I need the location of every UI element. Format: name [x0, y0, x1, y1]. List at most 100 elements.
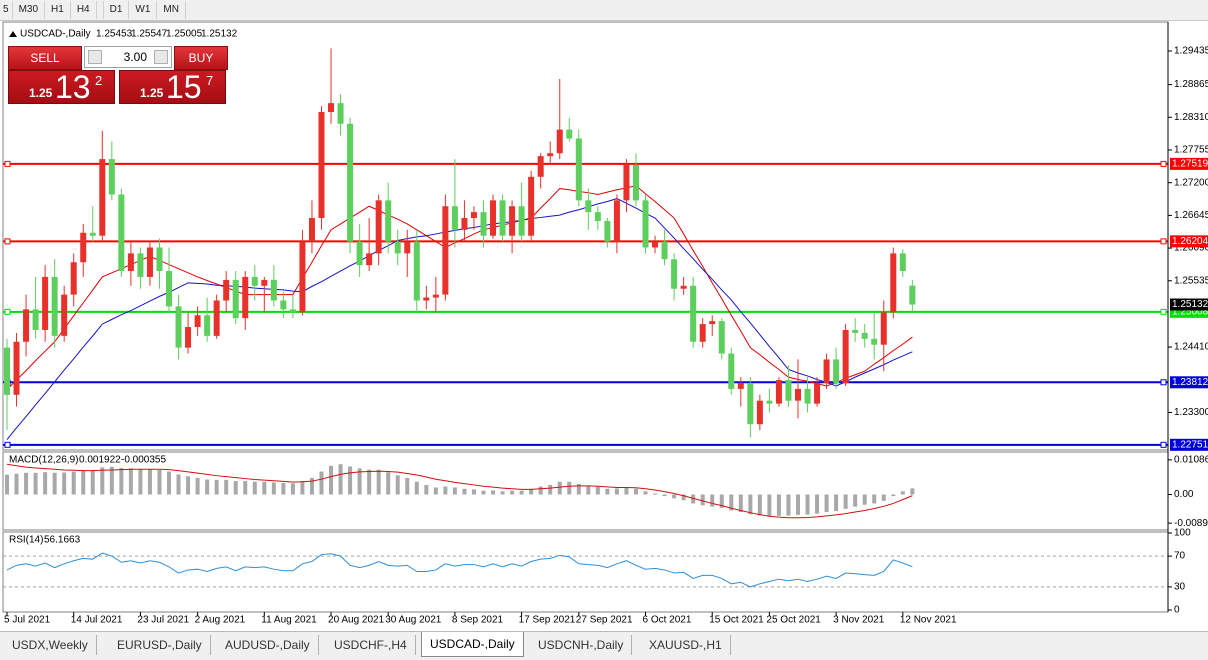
y-tick-label: 1.27200	[1174, 177, 1208, 188]
level-handle	[1160, 441, 1167, 448]
macd-bar	[862, 494, 867, 505]
candle-body	[909, 285, 916, 305]
candle-body	[51, 276, 58, 336]
chart-tab[interactable]: AUDUSD-,Daily	[217, 635, 319, 655]
candle-body	[99, 159, 106, 236]
candle-body	[823, 359, 830, 384]
level-handle	[4, 160, 11, 167]
sell-button[interactable]: SELL	[8, 46, 82, 70]
x-tick-label: 12 Nov 2021	[900, 615, 957, 626]
macd-bar	[414, 481, 419, 495]
macd-bar	[729, 494, 734, 511]
candle-body	[385, 200, 392, 242]
y-tick-label: 1.28865	[1174, 79, 1208, 90]
candle-body	[890, 253, 897, 313]
symbol-title: USDCAD-,Daily	[20, 29, 91, 40]
level-handle	[1160, 308, 1167, 315]
macd-bar	[653, 493, 658, 495]
macd-bar	[757, 494, 762, 516]
y-tick-label: 1.24410	[1174, 342, 1208, 353]
timeframe-toolbar: 5 M30 H1 H4 D1 W1 MN	[0, 0, 1208, 21]
candle-body	[680, 285, 687, 289]
chart-tab[interactable]: USDCNH-,Daily	[530, 635, 633, 655]
level-handle	[1160, 238, 1167, 245]
candle-body	[604, 220, 611, 242]
ohlc-low: 1.25005	[166, 29, 203, 40]
candle-body	[299, 241, 306, 313]
candle-body	[756, 400, 763, 425]
y-tick-label: 0.00	[1174, 489, 1194, 500]
candle-body	[442, 206, 449, 295]
level-price-box	[1170, 157, 1208, 170]
timeframe-button[interactable]: W1	[129, 1, 158, 19]
timeframe-button[interactable]: D1	[102, 1, 130, 19]
x-tick-label: 25 Oct 2021	[766, 615, 821, 626]
macd-bar	[243, 481, 248, 495]
candle-body	[413, 241, 420, 301]
ask-quote[interactable]: 1.25 15 7	[119, 69, 226, 105]
current-price-box	[1170, 298, 1208, 311]
macd-signal-readout: -0.000355	[121, 455, 166, 466]
macd-bar	[614, 488, 619, 495]
level-price-label: 1.25008	[1172, 306, 1208, 317]
macd-bar	[14, 473, 19, 495]
lots-up[interactable]	[154, 50, 168, 64]
candle-body	[318, 111, 325, 219]
current-price-label: 1.25132	[1172, 299, 1208, 310]
chart-tab[interactable]: USDX,Weekly	[4, 635, 97, 655]
candle-body	[194, 315, 201, 328]
candle-body	[585, 200, 592, 213]
macd-bar	[357, 468, 362, 495]
y-tick-label: 0	[1174, 605, 1180, 616]
candle-body	[270, 279, 277, 301]
bid-quote[interactable]: 1.25 13 2	[8, 69, 115, 105]
macd-bar	[824, 494, 829, 513]
lots-input[interactable]: 3.00	[84, 46, 172, 68]
buy-button[interactable]: BUY	[174, 46, 228, 70]
x-tick-label: 14 Jul 2021	[71, 615, 123, 626]
bid-pips: 13	[55, 69, 91, 105]
macd-bar	[672, 494, 677, 499]
candle-body	[480, 212, 487, 236]
ohlc-high: 1.25547	[131, 29, 168, 40]
candle-body	[375, 200, 382, 254]
candle-body	[690, 285, 697, 342]
candle-body	[880, 312, 887, 345]
chart-tab[interactable]: EURUSD-,Daily	[109, 635, 211, 655]
y-tick-label: 1.26645	[1174, 210, 1208, 221]
macd-bar	[233, 481, 238, 495]
macd-bar	[853, 494, 858, 507]
chart-tab[interactable]: USDCHF-,H4	[326, 635, 416, 655]
level-handle	[4, 308, 11, 315]
macd-bar	[367, 469, 372, 495]
y-tick-label: 1.23300	[1174, 407, 1208, 418]
macd-bar	[157, 469, 162, 495]
timeframe-button[interactable]: MN	[157, 1, 186, 19]
timeframe-button[interactable]: H4	[71, 1, 97, 19]
macd-bar	[90, 470, 95, 495]
y-tick-label: 1.28310	[1174, 112, 1208, 123]
macd-bar	[309, 477, 314, 495]
macd-main-readout: 0.001922	[79, 455, 121, 466]
candle-body	[718, 321, 725, 354]
chart-tab[interactable]: USDCAD-,Daily	[421, 632, 524, 657]
timeframe-button[interactable]: M30	[13, 1, 46, 19]
candle-body	[509, 206, 516, 236]
macd-bar	[624, 487, 629, 495]
lots-value: 3.00	[123, 50, 147, 64]
rsi-title: RSI(14)	[9, 535, 43, 546]
chart-tab[interactable]: XAUUSD-,H1	[641, 635, 731, 655]
x-tick-label: 2 Aug 2021	[195, 615, 246, 626]
macd-bar	[386, 472, 391, 495]
x-tick-label: 20 Aug 2021	[328, 615, 385, 626]
candle-body	[432, 294, 439, 298]
macd-bar	[595, 486, 600, 495]
candle-body	[775, 380, 782, 404]
macd-bar	[662, 494, 667, 497]
timeframe-button[interactable]: 5	[0, 1, 13, 19]
timeframe-button[interactable]: H1	[45, 1, 71, 19]
candle-body	[499, 200, 506, 236]
lots-down[interactable]	[88, 50, 102, 64]
macd-bar	[252, 481, 257, 495]
macd-bar	[81, 470, 86, 495]
